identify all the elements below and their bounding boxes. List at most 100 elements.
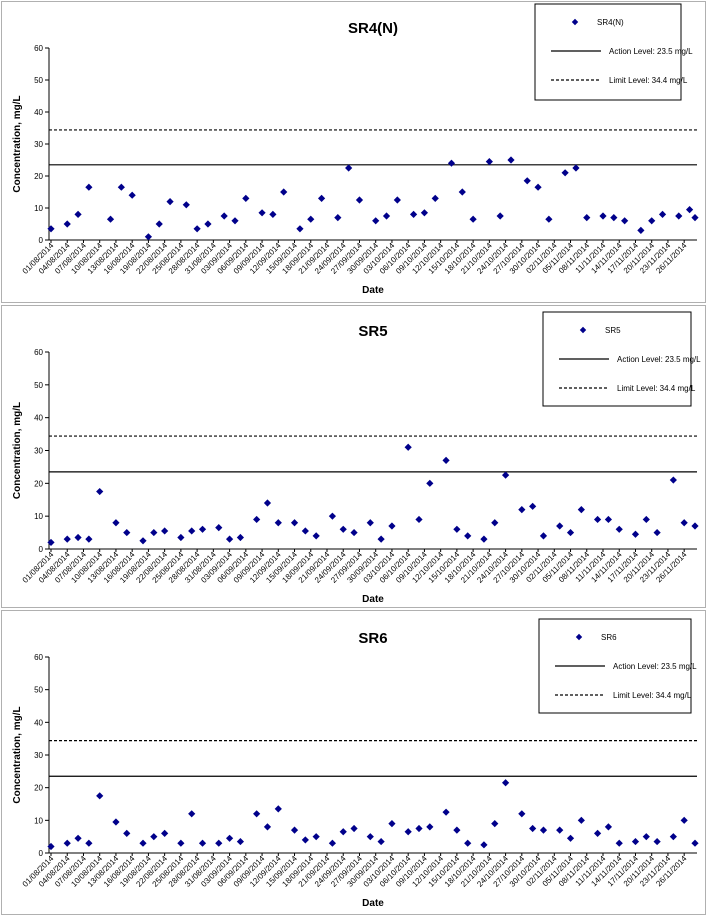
sr4-n-data-point xyxy=(675,212,683,220)
sr5-data-point xyxy=(518,506,526,514)
sr4-n-legend-marker xyxy=(571,18,579,26)
sr5-data-point xyxy=(225,535,234,543)
sr6-data-point xyxy=(274,805,282,813)
sr5-data-point xyxy=(312,532,320,540)
sr6-data-point xyxy=(604,823,613,831)
sr4-n-data-point xyxy=(74,210,82,218)
sr5-y-tick-label: 50 xyxy=(34,381,43,390)
sr4-n-data-point xyxy=(296,225,304,233)
sr5-data-point xyxy=(653,528,661,537)
sr5-data-point xyxy=(501,471,510,479)
sr6-data-point xyxy=(464,839,472,847)
sr6-data-point xyxy=(642,833,650,841)
sr5-data-point xyxy=(442,456,450,464)
sr4-n-title: SR4(N) xyxy=(348,20,398,37)
sr4-n-y-tick-label: 20 xyxy=(34,172,43,181)
sr6-data-point xyxy=(388,820,396,828)
sr5-data-point xyxy=(215,524,223,532)
sr4-n-x-axis-label: Date xyxy=(362,285,384,296)
sr5-data-point xyxy=(577,506,585,514)
sr6-data-point xyxy=(63,839,71,847)
sr4-n-data-point xyxy=(334,214,342,222)
sr5-data-point xyxy=(290,519,299,527)
sr4-n-data-point xyxy=(409,210,418,218)
sr4-n-data-point xyxy=(166,198,174,206)
sr6-data-point xyxy=(150,833,158,841)
sr5-y-tick-label: 40 xyxy=(34,414,43,423)
sr6-data-point xyxy=(198,839,207,847)
sr5-data-point xyxy=(350,528,358,537)
sr5-data-point xyxy=(680,519,688,527)
sr5-data-point xyxy=(96,487,104,496)
sr5-data-point xyxy=(669,476,677,484)
sr5-data-point xyxy=(74,533,82,542)
sr6-data-point xyxy=(123,829,131,837)
sr5-data-point xyxy=(188,527,196,535)
sr5-data-point xyxy=(253,515,261,524)
sr5-data-point xyxy=(177,533,185,542)
sr4-n-data-point xyxy=(534,183,542,191)
sr5-data-point xyxy=(604,515,613,524)
sr5-data-point xyxy=(139,537,147,545)
sr6-data-point xyxy=(566,834,575,842)
sr6-data-point xyxy=(328,839,337,847)
sr5-data-point xyxy=(339,525,347,533)
sr5-data-point xyxy=(480,535,488,543)
chart-panel-sr5: SR5 0 10 20 30 40 50 60 01/08/2014 04/08/2014 07/0… xyxy=(1,305,706,608)
sr5-title: SR5 xyxy=(358,323,387,340)
sr4-n-data-point xyxy=(144,233,153,241)
sr6-legend-marker xyxy=(575,633,583,641)
chart-sr6: SR6010203040506001/08/201404/08/201407/0… xyxy=(12,618,699,909)
sr6-data-point xyxy=(225,834,234,842)
sr4-n-data-point xyxy=(280,188,288,196)
sr6-data-point xyxy=(453,826,461,834)
sr4-n-data-point xyxy=(523,177,531,185)
chart-panel-sr6: SR6 0 10 20 30 40 50 60 01/08/2014 04/08/2014 07/0… xyxy=(1,610,706,915)
sr6-data-point xyxy=(253,810,261,818)
sr5-data-point xyxy=(85,535,93,543)
sr5-data-point xyxy=(691,522,699,530)
sr4-n-data-point xyxy=(485,158,493,166)
sr4-n-data-point xyxy=(507,156,515,164)
sr5-data-point xyxy=(328,512,337,520)
sr4-n-data-point xyxy=(220,212,228,220)
sr6-data-point xyxy=(404,828,412,836)
sr6-data-point xyxy=(139,839,147,847)
sr4-n-y-tick-label: 30 xyxy=(34,140,43,149)
sr6-data-point xyxy=(691,839,699,847)
sr5-y-axis-label: Concentration, mg/L xyxy=(12,402,23,499)
sr4-n-data-point xyxy=(155,220,163,228)
sr5-data-point xyxy=(377,535,385,543)
sr4-n-data-point xyxy=(685,206,694,214)
sr6-data-point xyxy=(47,842,55,851)
sr5-data-point xyxy=(274,519,282,527)
sr5-y-tick-label: 0 xyxy=(39,545,44,554)
sr6-legend-series-label: SR6 xyxy=(601,633,617,642)
sr4-n-legend-action-label: Action Level: 23.5 mg/L xyxy=(609,47,693,56)
sr5-data-point xyxy=(47,538,55,547)
sr6-data-point xyxy=(312,833,320,841)
sr4-n-y-tick-label: 60 xyxy=(34,44,43,53)
sr6-y-tick-label: 0 xyxy=(39,849,44,858)
sr5-data-point xyxy=(556,522,564,530)
sr5-data-point xyxy=(529,502,537,510)
sr6-legend-action-label: Action Level: 23.5 mg/L xyxy=(613,662,697,671)
sr6-data-point xyxy=(112,818,120,826)
sr5-data-point xyxy=(491,519,499,527)
sr4-n-data-point xyxy=(496,212,504,220)
sr6-data-point xyxy=(96,792,104,800)
sr6-data-point xyxy=(290,826,299,834)
sr4-n-data-point xyxy=(269,210,277,218)
sr6-data-point xyxy=(339,828,347,836)
sr4-n-y-tick-label: 40 xyxy=(34,108,43,117)
sr6-data-point xyxy=(215,839,223,847)
sr6-data-point xyxy=(85,839,93,847)
sr5-legend-marker xyxy=(579,326,587,334)
sr6-y-tick-label: 50 xyxy=(34,686,43,695)
sr6-legend-limit-label: Limit Level: 34.4 mg/L xyxy=(613,691,692,700)
sr5-data-point xyxy=(236,533,245,542)
sr5-data-point xyxy=(366,519,374,527)
chart-sr5: SR5010203040506001/08/201404/08/201407/0… xyxy=(12,311,701,605)
sr5-data-point xyxy=(198,525,207,533)
sr4-n-data-point xyxy=(572,164,580,172)
